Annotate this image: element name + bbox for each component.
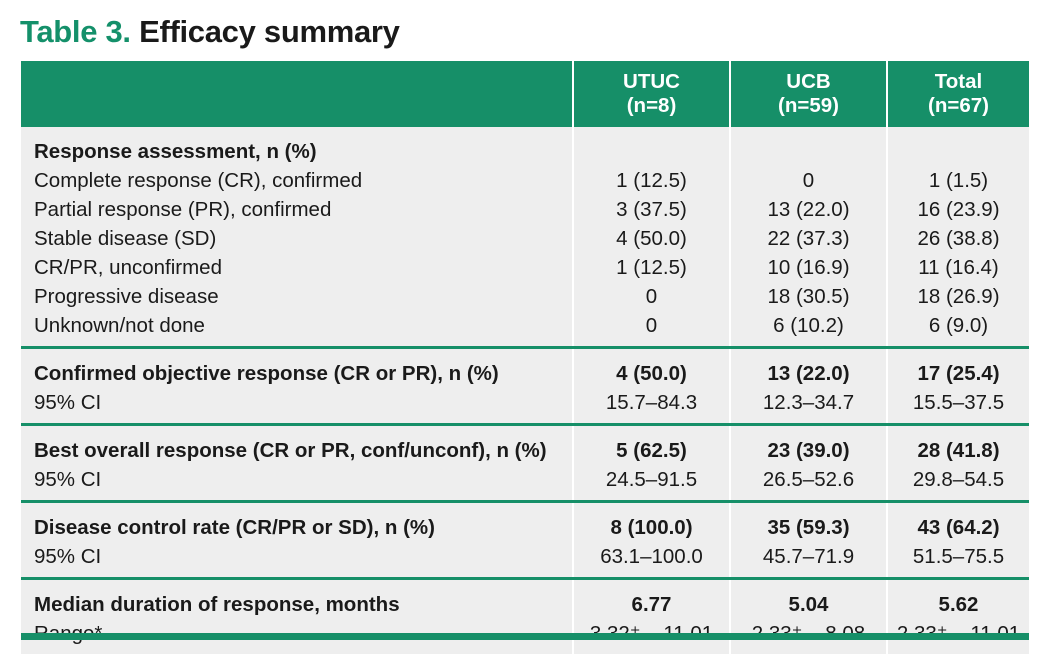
table-row: Stable disease (SD) 4 (50.0) 22 (37.3) 2… (21, 224, 1029, 253)
row-label: 95% CI (21, 542, 573, 579)
cell-utuc: 0 (572, 282, 730, 311)
section-heading-row: Response assessment, n (%) (21, 127, 1029, 166)
cell-utuc: 5 (62.5) (572, 423, 730, 465)
table-row: Unknown/not done 0 6 (10.2) 6 (9.0) (21, 311, 1029, 348)
section-heading-row: Disease control rate (CR/PR or SD), n (%… (21, 500, 1029, 542)
cell-total: 26 (38.8) (886, 224, 1029, 253)
header-ucb-n: (n=59) (778, 94, 839, 117)
section-heading: Response assessment, n (%) (21, 127, 573, 166)
row-label: Progressive disease (21, 282, 573, 311)
section-heading: Median duration of response, months (21, 577, 573, 619)
cell-utuc: 3 (37.5) (572, 195, 730, 224)
cell-ucb: 5.04 (729, 577, 887, 619)
cell-utuc: 4 (50.0) (572, 346, 730, 388)
header-ucb-name: UCB (786, 70, 831, 93)
table-row: 95% CI 24.5–91.5 26.5–52.6 29.8–54.5 (21, 465, 1029, 502)
section-heading: Confirmed objective response (CR or PR),… (21, 346, 573, 388)
cell-total: 17 (25.4) (886, 346, 1029, 388)
header-row: UTUC (n=8) UCB (n=59) Total (n=67) (21, 61, 1029, 127)
cell-total: 1 (1.5) (886, 166, 1029, 195)
section-heading: Disease control rate (CR/PR or SD), n (%… (21, 500, 573, 542)
cell-total: 11 (16.4) (886, 253, 1029, 282)
table-row: Complete response (CR), confirmed 1 (12.… (21, 166, 1029, 195)
table-row: CR/PR, unconfirmed 1 (12.5) 10 (16.9) 11… (21, 253, 1029, 282)
header-total-n: (n=67) (928, 94, 989, 117)
cell-utuc: 1 (12.5) (572, 253, 730, 282)
cell-ucb: 45.7–71.9 (729, 542, 887, 579)
cell-total: 29.8–54.5 (886, 465, 1029, 502)
table-title: Table 3. Efficacy summary (20, 14, 400, 50)
header-utuc: UTUC (n=8) (572, 61, 730, 127)
cell-ucb: 6 (10.2) (729, 311, 887, 348)
cell-total: 5.62 (886, 577, 1029, 619)
cell-utuc: 4 (50.0) (572, 224, 730, 253)
table-bottom-rule (21, 633, 1029, 640)
header-total: Total (n=67) (886, 61, 1029, 127)
cell-total: 28 (41.8) (886, 423, 1029, 465)
table-row: Partial response (PR), confirmed 3 (37.5… (21, 195, 1029, 224)
table-row: Progressive disease 0 18 (30.5) 18 (26.9… (21, 282, 1029, 311)
section-heading-row: Median duration of response, months 6.77… (21, 577, 1029, 619)
cell-ucb: 22 (37.3) (729, 224, 887, 253)
row-label: CR/PR, unconfirmed (21, 253, 573, 282)
table-number: Table 3. (20, 14, 131, 49)
cell-utuc: 63.1–100.0 (572, 542, 730, 579)
header-utuc-n: (n=8) (626, 94, 677, 117)
row-label: Unknown/not done (21, 311, 573, 348)
cell-total: 6 (9.0) (886, 311, 1029, 348)
cell-ucb: 23 (39.0) (729, 423, 887, 465)
row-label: 95% CI (21, 465, 573, 502)
cell-total: 18 (26.9) (886, 282, 1029, 311)
cell-ucb: 12.3–34.7 (729, 388, 887, 425)
row-label: 95% CI (21, 388, 573, 425)
cell-ucb: 35 (59.3) (729, 500, 887, 542)
header-utuc-name: UTUC (623, 70, 680, 93)
cell-ucb: 13 (22.0) (729, 346, 887, 388)
section-heading-row: Best overall response (CR or PR, conf/un… (21, 423, 1029, 465)
cell-total: 15.5–37.5 (886, 388, 1029, 425)
efficacy-table: UTUC (n=8) UCB (n=59) Total (n=67) Response… (21, 61, 1029, 654)
header-empty (21, 61, 573, 127)
header-total-name: Total (934, 70, 983, 93)
cell-utuc: 1 (12.5) (572, 166, 730, 195)
section-heading: Best overall response (CR or PR, conf/un… (21, 423, 573, 465)
cell-ucb: 10 (16.9) (729, 253, 887, 282)
cell-total: 16 (23.9) (886, 195, 1029, 224)
section-heading-row: Confirmed objective response (CR or PR),… (21, 346, 1029, 388)
cell-utuc: 6.77 (572, 577, 730, 619)
cell-ucb: 0 (729, 166, 887, 195)
cell-utuc: 8 (100.0) (572, 500, 730, 542)
row-label: Complete response (CR), confirmed (21, 166, 573, 195)
cell-ucb: 18 (30.5) (729, 282, 887, 311)
table-row: 95% CI 15.7–84.3 12.3–34.7 15.5–37.5 (21, 388, 1029, 425)
row-label: Partial response (PR), confirmed (21, 195, 573, 224)
cell-ucb: 13 (22.0) (729, 195, 887, 224)
cell-total: 43 (64.2) (886, 500, 1029, 542)
row-label: Stable disease (SD) (21, 224, 573, 253)
table-row: 95% CI 63.1–100.0 45.7–71.9 51.5–75.5 (21, 542, 1029, 579)
cell-utuc: 15.7–84.3 (572, 388, 730, 425)
header-ucb: UCB (n=59) (729, 61, 887, 127)
cell-utuc: 0 (572, 311, 730, 348)
cell-ucb: 26.5–52.6 (729, 465, 887, 502)
cell-total: 51.5–75.5 (886, 542, 1029, 579)
table-caption: Efficacy summary (139, 14, 400, 49)
cell-utuc: 24.5–91.5 (572, 465, 730, 502)
